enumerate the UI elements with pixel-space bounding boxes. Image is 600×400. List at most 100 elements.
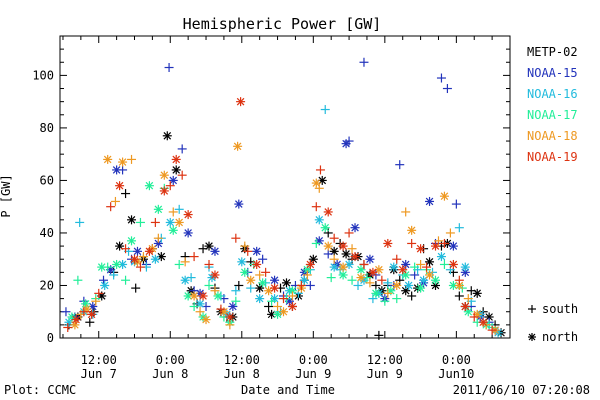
data-point — [210, 286, 220, 296]
data-point — [246, 275, 256, 285]
data-point — [323, 249, 333, 259]
data-point — [135, 217, 145, 227]
data-point — [180, 257, 190, 267]
data-point — [204, 241, 214, 251]
data-point — [103, 154, 113, 164]
data-point — [398, 265, 408, 275]
data-point — [472, 288, 482, 298]
plot-frame — [59, 35, 511, 339]
data-point — [64, 317, 74, 327]
data-point — [195, 307, 205, 317]
data-point — [85, 317, 95, 327]
data-point — [177, 144, 187, 154]
data-point — [144, 246, 154, 256]
data-point — [368, 267, 378, 277]
data-point — [350, 223, 360, 233]
data-point — [186, 273, 196, 283]
data-point — [338, 262, 348, 272]
data-point — [356, 273, 366, 283]
data-point — [121, 189, 131, 199]
data-point — [171, 165, 181, 175]
data-point — [174, 259, 184, 269]
data-point — [320, 223, 330, 233]
data-point — [94, 288, 104, 298]
data-point — [118, 165, 128, 175]
data-point — [233, 141, 243, 151]
y-tick-label: 0 — [47, 331, 54, 345]
data-point — [422, 262, 432, 272]
data-point — [216, 304, 226, 314]
data-point — [130, 254, 140, 264]
data-point — [478, 317, 488, 327]
data-point — [258, 254, 268, 264]
marker-legend-label: north — [542, 330, 578, 344]
data-point — [383, 288, 393, 298]
data-point — [106, 202, 116, 212]
data-point — [234, 199, 244, 209]
data-point — [416, 244, 426, 254]
data-point — [287, 286, 297, 296]
data-point — [279, 307, 289, 317]
data-point — [255, 294, 265, 304]
data-point — [395, 160, 405, 170]
data-points — [61, 57, 506, 340]
data-point — [374, 330, 384, 340]
data-point — [365, 278, 375, 288]
data-point — [323, 241, 333, 251]
data-point — [164, 63, 174, 73]
data-point — [353, 280, 363, 290]
data-point — [201, 315, 211, 325]
data-point — [81, 299, 91, 309]
data-point — [159, 186, 169, 196]
data-point — [347, 244, 357, 254]
data-point — [296, 280, 306, 290]
y-tick-label: 60 — [40, 173, 54, 187]
data-point — [231, 296, 241, 306]
data-point — [487, 325, 497, 335]
y-axis: 0 20 40 60 80 100 — [32, 35, 510, 345]
data-point — [305, 259, 315, 269]
data-point — [445, 228, 455, 238]
data-point — [225, 312, 235, 322]
data-point — [416, 283, 426, 293]
data-point — [287, 301, 297, 311]
data-point — [454, 223, 464, 233]
data-point — [240, 267, 250, 277]
data-point — [344, 228, 354, 238]
data-point — [252, 246, 262, 256]
data-point — [210, 270, 220, 280]
x-tick-time-label: 12:00 — [367, 353, 403, 367]
data-point — [439, 191, 449, 201]
y-axis-label: P [GW] — [0, 174, 13, 217]
x-tick-time-label: 12:00 — [224, 353, 260, 367]
data-point — [448, 280, 458, 290]
data-point — [189, 252, 199, 262]
data-point — [236, 97, 246, 107]
data-point — [103, 262, 113, 272]
data-point — [365, 254, 375, 264]
data-point — [162, 131, 172, 141]
marker-legend-label: south — [542, 302, 578, 316]
data-point — [314, 183, 324, 193]
data-point — [401, 207, 411, 217]
data-point — [439, 238, 449, 248]
data-point — [174, 217, 184, 227]
data-point — [171, 154, 181, 164]
data-point — [383, 238, 393, 248]
data-point — [442, 84, 452, 94]
data-point — [338, 241, 348, 251]
data-point — [439, 259, 449, 269]
data-point — [267, 296, 277, 306]
data-point — [189, 301, 199, 311]
data-point — [344, 136, 354, 146]
data-point — [204, 259, 214, 269]
data-point — [61, 307, 71, 317]
data-point — [460, 301, 470, 311]
data-point — [213, 291, 223, 301]
data-point — [323, 207, 333, 217]
data-point — [150, 254, 160, 264]
data-point — [329, 254, 339, 264]
data-point — [132, 246, 142, 256]
data-point — [392, 280, 402, 290]
